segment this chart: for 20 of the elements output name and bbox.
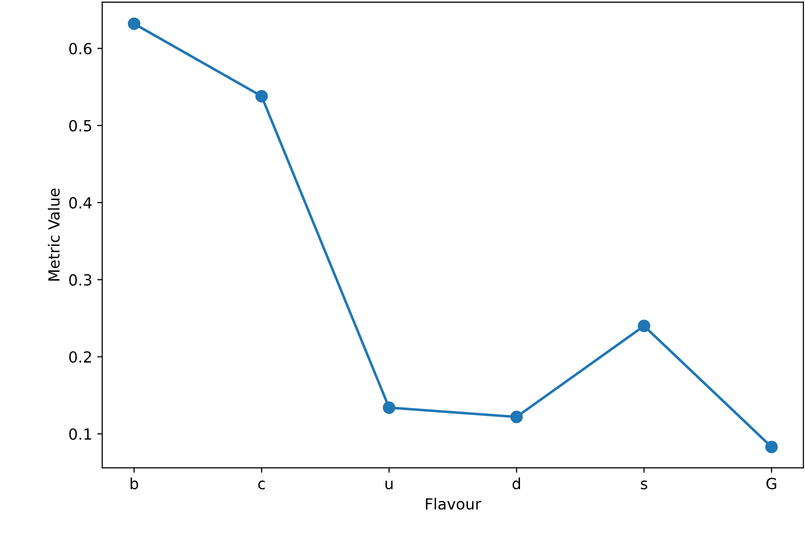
y-tick-label: 0.5 <box>69 120 92 132</box>
point <box>382 401 396 414</box>
y-axis-title: Metric Value <box>48 188 60 281</box>
y-tick-label: 0.4 <box>69 197 92 209</box>
x-tick-label: G <box>766 478 776 490</box>
x-tick-label: d <box>512 478 520 490</box>
y-tick-label: 0.3 <box>69 274 92 286</box>
point <box>128 17 140 30</box>
x-axis-title: Flavour <box>426 498 482 510</box>
x-tick-label: b <box>130 478 138 490</box>
y-tick-label: 0.6 <box>69 42 92 54</box>
x-tick-label: s <box>640 480 648 490</box>
x-tick-label: c <box>258 480 265 490</box>
point <box>255 90 268 102</box>
point <box>638 320 650 332</box>
point <box>765 440 778 454</box>
point <box>510 410 523 424</box>
y-tick-label: 0.1 <box>69 428 92 440</box>
x-tick-label: u <box>386 480 393 490</box>
y-tick-label: 0.2 <box>69 351 91 363</box>
